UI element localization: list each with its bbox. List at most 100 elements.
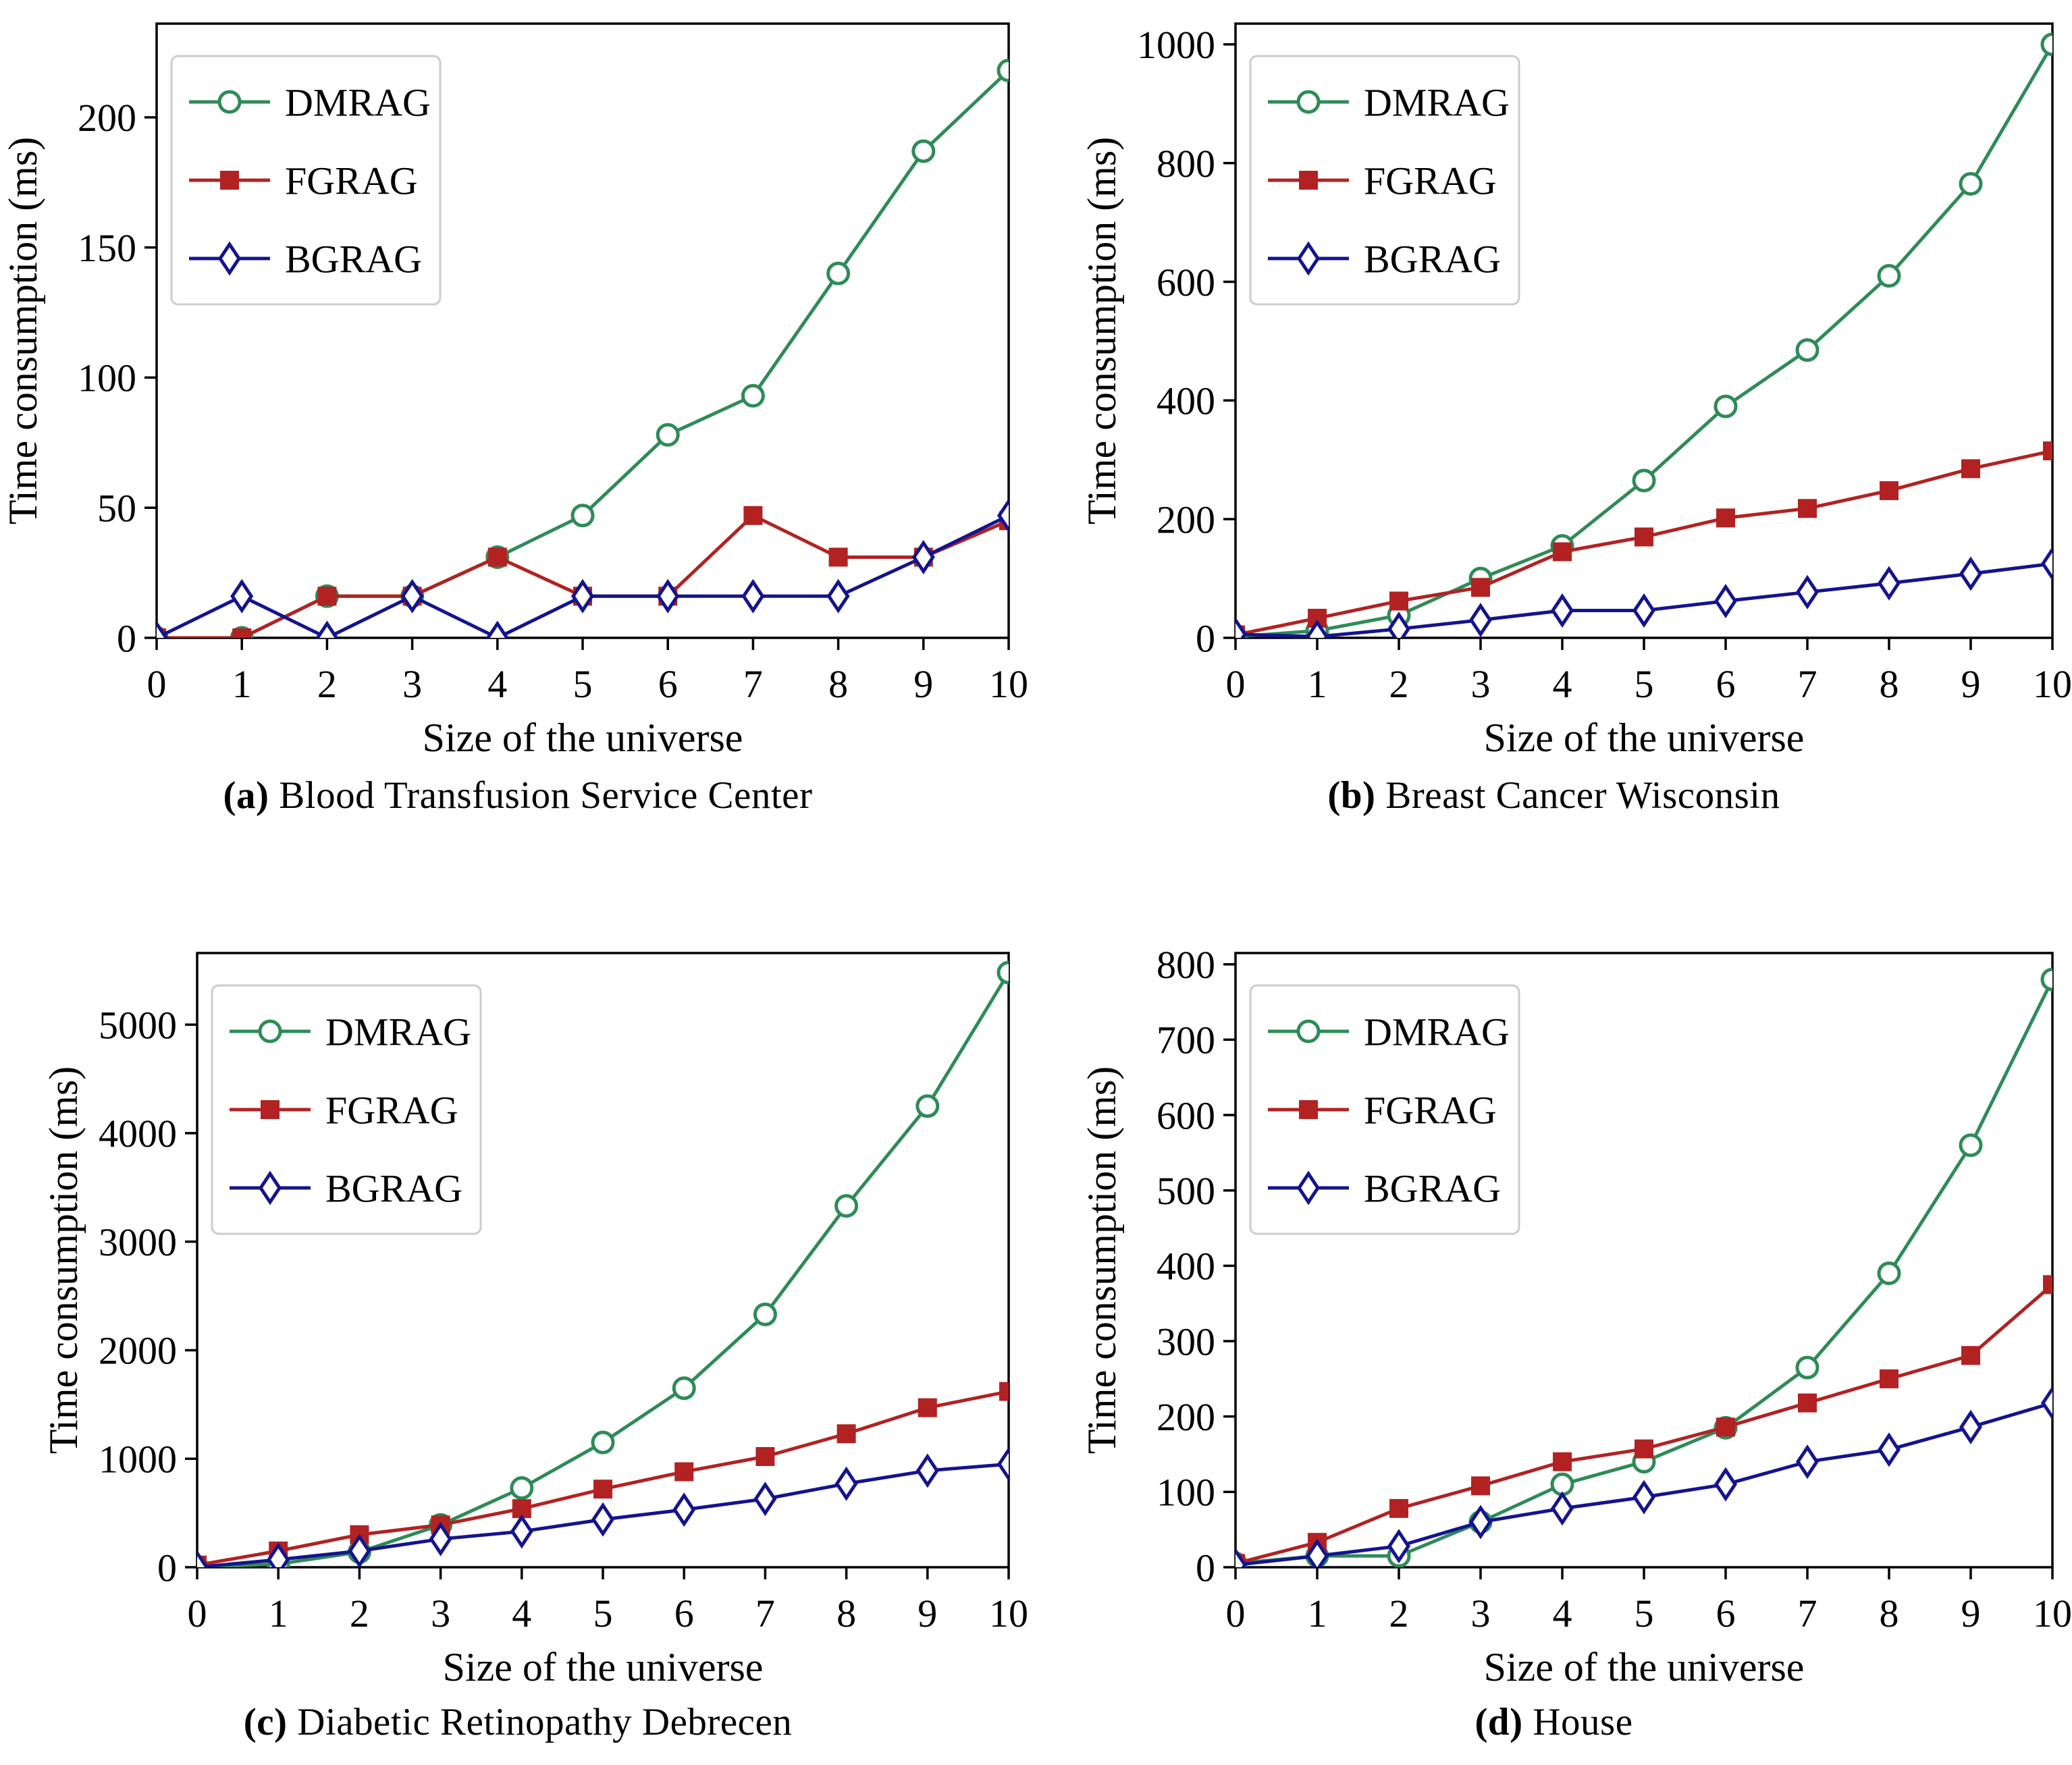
svg-text:0: 0 <box>147 662 167 706</box>
svg-text:BGRAG: BGRAG <box>1364 237 1501 281</box>
svg-text:FGRAG: FGRAG <box>285 159 418 202</box>
svg-text:600: 600 <box>1157 261 1215 304</box>
svg-text:2: 2 <box>317 662 337 706</box>
svg-text:BGRAG: BGRAG <box>325 1166 462 1210</box>
svg-text:200: 200 <box>78 96 136 140</box>
svg-text:7: 7 <box>1797 662 1817 706</box>
svg-text:7: 7 <box>755 1592 775 1635</box>
svg-text:2000: 2000 <box>99 1329 177 1373</box>
svg-text:10: 10 <box>2033 662 2072 706</box>
svg-text:700: 700 <box>1157 1019 1215 1062</box>
svg-text:9: 9 <box>913 662 933 706</box>
chart-cell-a: 0 50 100 150 200 0 1 2 3 4 5 6 7 8 9 10 Size of the univ… <box>0 0 1036 882</box>
svg-text:800: 800 <box>1157 943 1215 987</box>
line-chart-house: 0 100 200 300 400 500 600 700 800 0 1 2 3 4 5 6 7 8 9 10 Siz… <box>1080 943 2072 1685</box>
caption-a-label: (a) <box>223 774 269 817</box>
svg-text:2: 2 <box>350 1592 369 1635</box>
svg-text:7: 7 <box>1797 1592 1817 1635</box>
caption-d-text: House <box>1533 1701 1633 1743</box>
svg-text:500: 500 <box>1157 1169 1215 1213</box>
caption-c: (c) Diabetic Retinopathy Debrecen <box>0 1700 1036 1744</box>
svg-text:0: 0 <box>117 616 136 660</box>
svg-text:8: 8 <box>1879 662 1898 706</box>
svg-text:5: 5 <box>1634 662 1653 706</box>
svg-text:600: 600 <box>1157 1093 1215 1137</box>
svg-text:150: 150 <box>78 226 136 270</box>
svg-text:10: 10 <box>989 1592 1028 1635</box>
svg-text:200: 200 <box>1157 497 1215 541</box>
svg-text:DMRAG: DMRAG <box>1364 80 1510 124</box>
svg-text:9: 9 <box>1961 1592 1980 1635</box>
svg-text:10: 10 <box>989 662 1028 706</box>
svg-text:4: 4 <box>1552 662 1572 706</box>
svg-text:8: 8 <box>836 1592 856 1635</box>
svg-text:Time consumption (ms): Time consumption (ms) <box>41 1066 86 1454</box>
svg-text:FGRAG: FGRAG <box>1364 1088 1497 1132</box>
line-chart-diabetic-retinopathy: 0 1000 2000 3000 4000 5000 0 1 2 3 4 5 6 7 8 9 10 Size of… <box>41 952 1028 1685</box>
svg-text:Size of the universe: Size of the universe <box>1483 715 1804 756</box>
svg-text:4: 4 <box>512 1592 531 1635</box>
svg-text:DMRAG: DMRAG <box>1364 1010 1510 1054</box>
svg-text:3: 3 <box>402 662 422 706</box>
svg-text:BGRAG: BGRAG <box>1364 1166 1501 1210</box>
svg-text:4000: 4000 <box>99 1112 177 1156</box>
svg-text:300: 300 <box>1157 1320 1215 1363</box>
svg-text:1: 1 <box>1307 662 1327 706</box>
svg-text:DMRAG: DMRAG <box>325 1010 471 1054</box>
svg-text:400: 400 <box>1157 1245 1215 1288</box>
svg-text:7: 7 <box>743 662 763 706</box>
svg-text:3: 3 <box>1470 1592 1490 1635</box>
svg-text:0: 0 <box>1225 662 1245 706</box>
svg-text:4: 4 <box>1552 1592 1572 1635</box>
svg-text:1: 1 <box>232 662 252 706</box>
svg-text:1000: 1000 <box>1137 23 1215 67</box>
caption-b-text: Breast Cancer Wisconsin <box>1385 774 1780 817</box>
svg-text:0: 0 <box>1196 1546 1215 1590</box>
svg-text:Size of the universe: Size of the universe <box>423 715 743 756</box>
svg-text:100: 100 <box>78 356 136 400</box>
svg-text:1: 1 <box>269 1592 288 1635</box>
svg-text:800: 800 <box>1157 142 1215 186</box>
svg-text:6: 6 <box>674 1592 694 1635</box>
svg-text:5: 5 <box>593 1592 613 1635</box>
svg-text:6: 6 <box>1716 1592 1735 1635</box>
svg-text:3: 3 <box>1470 662 1490 706</box>
svg-text:Size of the universe: Size of the universe <box>1483 1645 1804 1685</box>
svg-text:0: 0 <box>1196 616 1215 660</box>
svg-text:400: 400 <box>1157 379 1215 423</box>
svg-text:Time consumption (ms): Time consumption (ms) <box>1080 1066 1124 1454</box>
svg-text:Time consumption (ms): Time consumption (ms) <box>1 137 45 524</box>
caption-d-label: (d) <box>1475 1701 1523 1743</box>
caption-b-label: (b) <box>1327 774 1376 817</box>
svg-text:2: 2 <box>1389 662 1408 706</box>
caption-d: (d) House <box>1036 1700 2072 1744</box>
line-chart-blood-transfusion: 0 50 100 150 200 0 1 2 3 4 5 6 7 8 9 10 Size of the univ… <box>1 22 1028 756</box>
caption-a-text: Blood Transfusion Service Center <box>279 774 813 817</box>
svg-text:6: 6 <box>1716 662 1735 706</box>
svg-text:8: 8 <box>1879 1592 1898 1635</box>
svg-text:1: 1 <box>1307 1592 1327 1635</box>
svg-text:100: 100 <box>1157 1471 1215 1515</box>
svg-text:3: 3 <box>431 1592 450 1635</box>
svg-text:Time consumption (ms): Time consumption (ms) <box>1080 137 1124 524</box>
svg-text:5: 5 <box>573 662 593 706</box>
svg-text:9: 9 <box>918 1592 937 1635</box>
svg-text:0: 0 <box>188 1592 207 1635</box>
chart-cell-d: 0 100 200 300 400 500 600 700 800 0 1 2 3 4 5 6 7 8 9 10 Siz… <box>1036 882 2072 1765</box>
svg-text:6: 6 <box>658 662 678 706</box>
svg-text:5: 5 <box>1634 1592 1653 1635</box>
caption-b: (b) Breast Cancer Wisconsin <box>1036 773 2072 817</box>
svg-text:4: 4 <box>487 662 507 706</box>
caption-a: (a) Blood Transfusion Service Center <box>0 773 1036 817</box>
svg-text:BGRAG: BGRAG <box>285 237 422 281</box>
line-chart-breast-cancer: 0 200 400 600 800 1000 0 1 2 3 4 5 6 7 8 9 10 Size of the… <box>1080 22 2072 756</box>
svg-text:3000: 3000 <box>99 1220 177 1264</box>
svg-text:FGRAG: FGRAG <box>1364 159 1497 202</box>
caption-c-text: Diabetic Retinopathy Debrecen <box>297 1701 793 1743</box>
svg-text:DMRAG: DMRAG <box>285 80 431 124</box>
svg-text:9: 9 <box>1961 662 1980 706</box>
svg-text:2: 2 <box>1389 1592 1408 1635</box>
svg-text:8: 8 <box>828 662 848 706</box>
svg-text:50: 50 <box>97 487 136 531</box>
